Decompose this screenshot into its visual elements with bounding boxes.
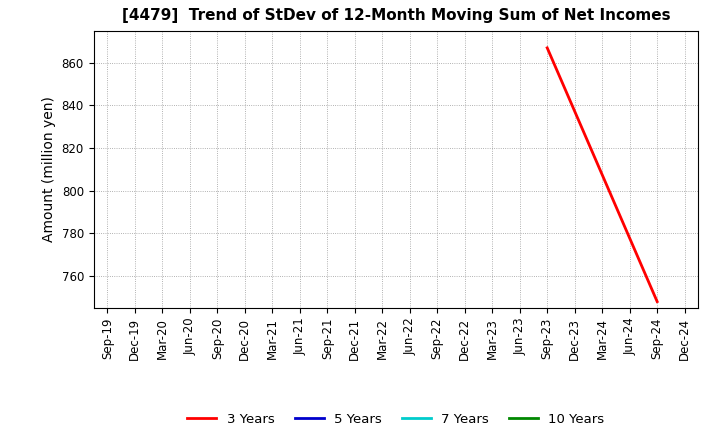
Y-axis label: Amount (million yen): Amount (million yen) xyxy=(42,96,56,242)
Legend: 3 Years, 5 Years, 7 Years, 10 Years: 3 Years, 5 Years, 7 Years, 10 Years xyxy=(182,407,610,431)
Title: [4479]  Trend of StDev of 12-Month Moving Sum of Net Incomes: [4479] Trend of StDev of 12-Month Moving… xyxy=(122,7,670,23)
